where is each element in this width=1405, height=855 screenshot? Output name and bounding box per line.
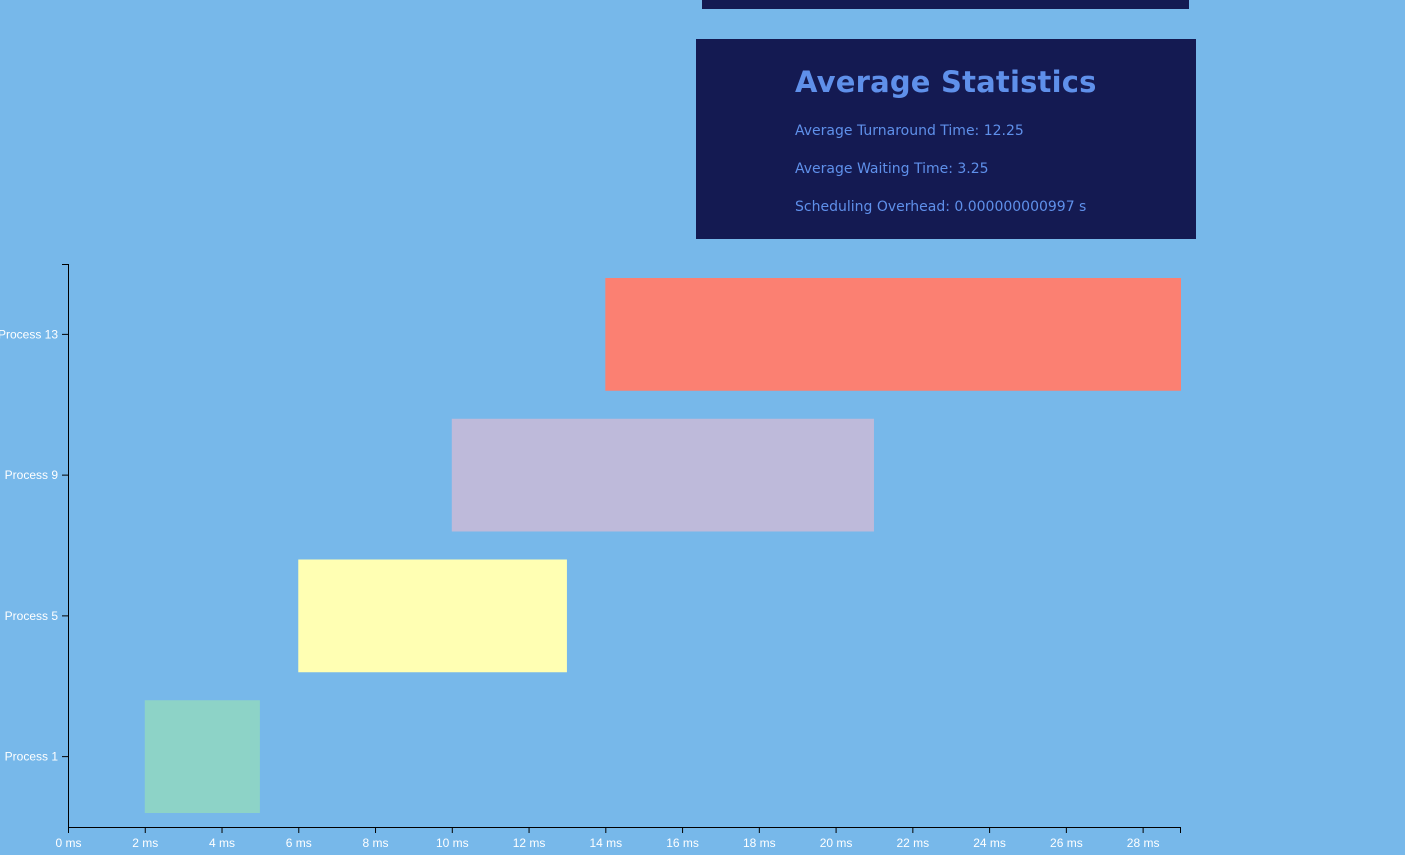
y-axis: Process 1 Process 5 Process 9 Process 13 xyxy=(0,264,69,827)
x-tick-label-6: 6 ms xyxy=(286,836,312,850)
y-tick-label-process-5: Process 5 xyxy=(5,609,59,623)
x-tick-label-0: 0 ms xyxy=(55,836,81,850)
x-tick-label-4: 4 ms xyxy=(209,836,235,850)
x-tick-label-22: 22 ms xyxy=(897,836,930,850)
x-tick-label-26: 26 ms xyxy=(1050,836,1083,850)
average-waiting-time: Average Waiting Time: 3.25 xyxy=(795,161,989,177)
x-tick-label-10: 10 ms xyxy=(436,836,469,850)
x-tick-label-16: 16 ms xyxy=(666,836,699,850)
gantt-bars xyxy=(144,278,1181,813)
x-tick-label-18: 18 ms xyxy=(743,836,776,850)
gantt-bar-process-13 xyxy=(605,278,1181,391)
y-tick-label-process-13: Process 13 xyxy=(0,327,58,341)
x-tick-label-14: 14 ms xyxy=(589,836,622,850)
previous-panel-edge xyxy=(702,0,1189,9)
x-tick-label-2: 2 ms xyxy=(132,836,158,850)
stats-title: Average Statistics xyxy=(795,65,1097,99)
average-statistics-panel: Average Statistics Average Turnaround Ti… xyxy=(696,39,1196,239)
x-tick-label-12: 12 ms xyxy=(513,836,546,850)
x-tick-label-8: 8 ms xyxy=(363,836,389,850)
scheduling-overhead: Scheduling Overhead: 0.000000000997 s xyxy=(795,199,1087,215)
gantt-bar-process-9 xyxy=(451,418,874,532)
x-tick-label-24: 24 ms xyxy=(973,836,1006,850)
gantt-bar-process-5 xyxy=(298,559,567,673)
x-axis: 0 ms 2 ms 4 ms 6 ms 8 ms 10 ms 12 ms 14 ms 16 ms… xyxy=(55,827,1181,850)
x-tick-label-28: 28 ms xyxy=(1127,836,1160,850)
x-tick-label-20: 20 ms xyxy=(820,836,853,850)
gantt-bar-process-1 xyxy=(144,700,260,813)
y-tick-label-process-1: Process 1 xyxy=(5,750,59,764)
y-tick-label-process-9: Process 9 xyxy=(5,468,59,482)
average-turnaround-time: Average Turnaround Time: 12.25 xyxy=(795,123,1024,139)
